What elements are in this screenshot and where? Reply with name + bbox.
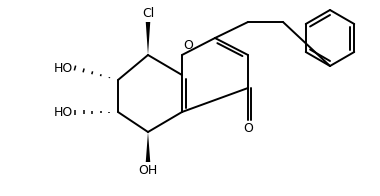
Polygon shape bbox=[146, 132, 150, 162]
Text: OH: OH bbox=[138, 164, 158, 177]
Text: HO: HO bbox=[54, 62, 73, 74]
Polygon shape bbox=[146, 22, 150, 55]
Text: O: O bbox=[183, 39, 193, 52]
Text: HO: HO bbox=[54, 105, 73, 119]
Text: Cl: Cl bbox=[142, 7, 154, 20]
Text: O: O bbox=[243, 122, 253, 135]
